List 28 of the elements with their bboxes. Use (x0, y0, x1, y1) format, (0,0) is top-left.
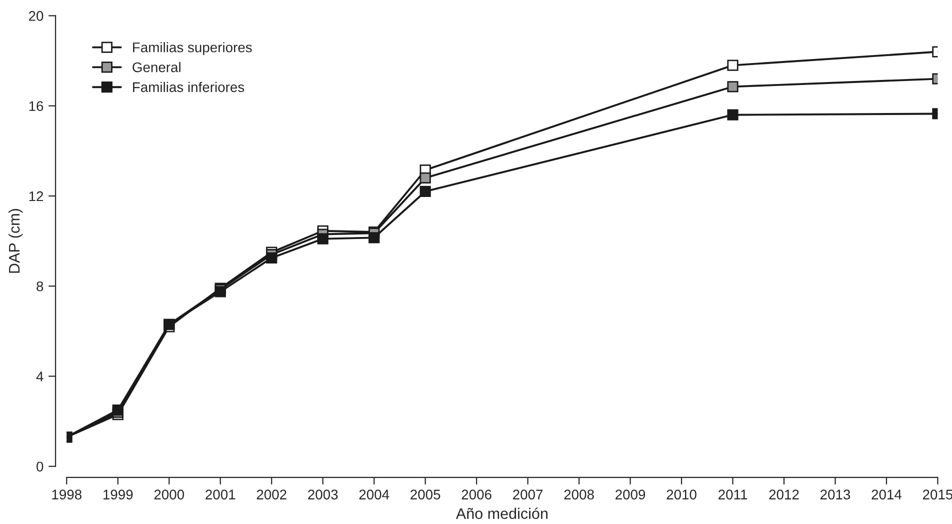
y-tick-label: 8 (36, 281, 44, 292)
x-tick-label: 1998 (52, 490, 82, 500)
x-tick-label: 2001 (206, 490, 236, 500)
x-tick-label: 2010 (666, 490, 696, 500)
x-tick-label: 2003 (308, 490, 338, 500)
x-tick-label: 2008 (564, 490, 594, 500)
y-tick-label: 0 (36, 462, 44, 472)
x-tick-label: 1999 (103, 490, 133, 500)
y-tick-label: 16 (29, 101, 44, 112)
x-tick-label: 2004 (359, 490, 390, 500)
y-tick-label: 4 (36, 372, 44, 382)
x-tick-label: 2014 (872, 490, 902, 500)
x-tick-label: 2007 (513, 490, 543, 500)
x-tick-label: 2006 (462, 490, 492, 500)
legend-label: Familias inferiores (133, 82, 244, 92)
x-tick-label: 2002 (256, 490, 286, 500)
legend-label: General (132, 62, 180, 72)
x-tick-label: 2009 (616, 490, 646, 500)
x-tick-label: 2000 (154, 490, 184, 500)
x-tick-label: 2013 (820, 490, 850, 500)
legend-label: Familias superiores (133, 42, 252, 56)
y-tick-label: 12 (29, 191, 44, 202)
y-axis-title: DAP (cm) (8, 209, 23, 273)
y-tick-label: 20 (28, 11, 44, 21)
x-tick-label: 2012 (769, 490, 799, 500)
x-axis-title: Año medición (456, 508, 548, 519)
x-tick-label: 2011 (718, 490, 748, 500)
x-tick-label: 2005 (410, 490, 440, 500)
